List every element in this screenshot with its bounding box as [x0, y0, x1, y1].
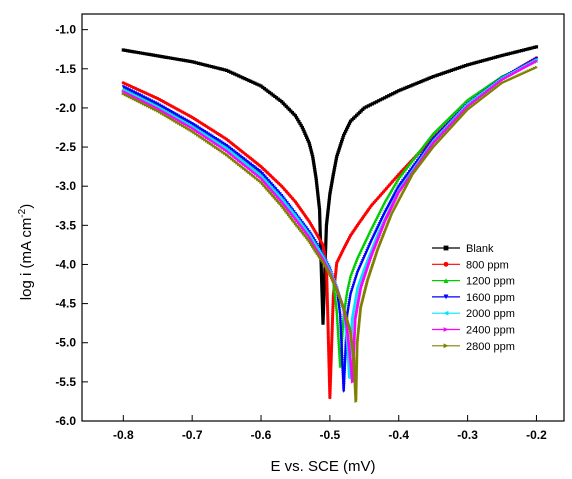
legend-swatch-marker — [443, 294, 449, 300]
y-tick-label: -1.5 — [55, 62, 76, 76]
y-axis-label: log i (mA cm-2) — [17, 204, 35, 300]
x-tick-label: -0.7 — [182, 428, 203, 442]
x-tick-label: -0.8 — [113, 428, 134, 442]
series-markers — [121, 59, 539, 368]
legend-item: 1600 ppm — [432, 292, 515, 304]
x-tick-label: -0.4 — [388, 428, 409, 442]
legend-label: 1200 ppm — [466, 276, 515, 288]
x-tick-label: -0.6 — [251, 428, 272, 442]
y-axis-label-close: ) — [18, 204, 35, 209]
y-tick-label: -1.0 — [55, 23, 76, 37]
series-line — [122, 59, 537, 367]
legend-item: 2000 ppm — [432, 308, 515, 320]
y-axis-label-superscript: -2 — [17, 208, 28, 217]
series-2800-ppm — [121, 65, 539, 404]
x-tick-label: -0.5 — [320, 428, 341, 442]
legend-label: Blank — [466, 243, 494, 255]
legend-item: 1200 ppm — [432, 276, 515, 288]
legend-swatch-marker — [443, 245, 449, 251]
series-markers — [121, 45, 539, 325]
y-tick-label: -6.0 — [55, 414, 76, 428]
legend-swatch-marker — [443, 261, 449, 267]
legend-label: 1600 ppm — [466, 292, 515, 304]
y-axis-label-main: log i (mA cm — [18, 218, 35, 301]
legend-label: 2000 ppm — [466, 308, 515, 320]
legend-item: 2800 ppm — [432, 341, 515, 353]
legend-label: 800 ppm — [466, 259, 509, 271]
y-tick-label: -5.0 — [55, 336, 76, 350]
legend-label: 2800 ppm — [466, 341, 515, 353]
series-800-ppm — [121, 56, 539, 400]
legend-item: 800 ppm — [432, 259, 509, 271]
legend-swatch-marker — [443, 278, 449, 283]
y-tick-label: -4.0 — [55, 257, 76, 271]
y-tick-label: -3.5 — [55, 218, 76, 232]
y-tick-label: -5.5 — [55, 375, 76, 389]
y-tick-label: -4.5 — [55, 297, 76, 311]
series-1600-ppm — [121, 57, 539, 393]
legend-item: Blank — [432, 243, 494, 255]
x-tick-label: -0.3 — [457, 428, 478, 442]
series-blank — [121, 45, 539, 325]
legend-item: 2400 ppm — [432, 325, 515, 337]
x-axis-label: E vs. SCE (mV) — [270, 458, 375, 475]
legend-swatch-marker — [443, 310, 449, 316]
y-tick-label: -2.5 — [55, 140, 76, 154]
axes-layer: -0.8 -0.7 -0.6 -0.5 -0.4 -0.3 -0.2 -6.0 -5.5 -5.0… — [55, 13, 565, 442]
legend-label: 2400 ppm — [466, 325, 515, 337]
series-1200-ppm — [121, 59, 539, 368]
x-tick-label: -0.2 — [526, 428, 547, 442]
legend-swatch-marker — [443, 327, 449, 332]
y-tick-label: -3.0 — [55, 179, 76, 193]
plot-frame — [81, 13, 565, 422]
series-layer — [121, 45, 539, 404]
legend: Blank 800 ppm 1200 ppm 1600 ppm 2000 ppm 2400… — [432, 243, 515, 353]
legend-swatch-marker — [443, 343, 449, 349]
y-tick-label: -2.0 — [55, 101, 76, 115]
